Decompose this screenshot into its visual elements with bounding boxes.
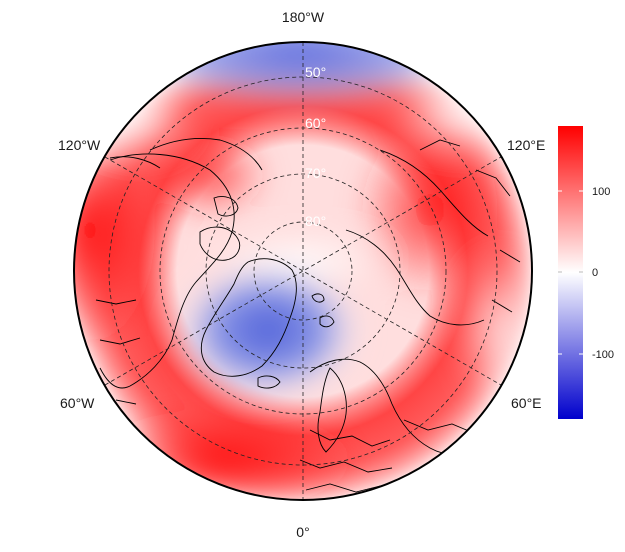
lon-label-120e: 120°E bbox=[507, 137, 545, 153]
europe-borders bbox=[299, 419, 477, 493]
graticule bbox=[104, 42, 502, 500]
lon-label-180w: 180°W bbox=[282, 9, 325, 25]
scandinavia-outline bbox=[317, 367, 347, 453]
colorbar-tick-neg100: -100 bbox=[592, 349, 614, 361]
parallel-70 bbox=[205, 173, 401, 369]
greenland-outline bbox=[200, 258, 297, 377]
meridian-120w-60e bbox=[104, 156, 502, 386]
lon-label-120w: 120°W bbox=[58, 137, 101, 153]
canada-outline bbox=[99, 153, 235, 389]
meridian-60w-120e bbox=[104, 156, 502, 386]
lat-label-50: 50° bbox=[305, 64, 326, 80]
lat-label-80: 80° bbox=[305, 213, 326, 229]
map-boundary bbox=[73, 41, 533, 501]
anomaly-field bbox=[74, 42, 532, 500]
colorbar-gradient bbox=[558, 126, 583, 419]
lon-label-60w: 60°W bbox=[60, 395, 95, 411]
colorbar-tick-100: 100 bbox=[592, 186, 610, 198]
arctic-islands-outline bbox=[199, 196, 240, 261]
colorbar-tick-0: 0 bbox=[592, 267, 598, 279]
parallel-80 bbox=[253, 221, 353, 321]
alaska-outline bbox=[109, 138, 263, 171]
svalbard-outline bbox=[311, 293, 335, 328]
iceland-outline bbox=[257, 375, 281, 389]
asia-borders bbox=[419, 139, 521, 313]
colorbar: 100 0 -100 bbox=[558, 126, 614, 419]
lon-label-0: 0° bbox=[296, 524, 309, 540]
siberia-outline bbox=[345, 149, 489, 326]
lat-label-70: 70° bbox=[305, 165, 326, 181]
north-america-borders bbox=[95, 299, 141, 405]
lat-label-60: 60° bbox=[305, 115, 326, 131]
lon-label-60e: 60°E bbox=[511, 395, 542, 411]
